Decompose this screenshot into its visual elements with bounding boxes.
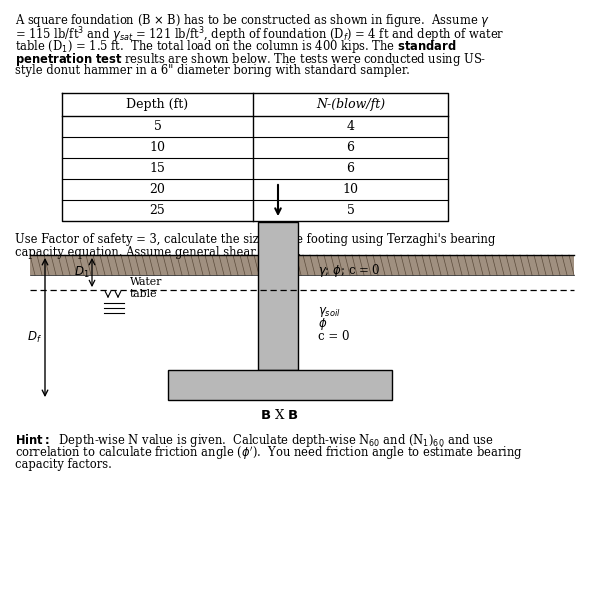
Text: 5: 5 — [153, 120, 161, 133]
Text: $\mathbf{Hint:}$  Depth-wise N value is given.  Calculate depth-wise N$_{60}$ an: $\mathbf{Hint:}$ Depth-wise N value is g… — [15, 432, 494, 449]
Text: $\gamma_{soil}$: $\gamma_{soil}$ — [318, 305, 341, 319]
Text: 20: 20 — [150, 183, 165, 196]
Text: 25: 25 — [150, 204, 165, 217]
Text: $\phi$: $\phi$ — [318, 316, 327, 332]
Text: 15: 15 — [150, 162, 165, 175]
Text: = 115 lb/ft$^3$ and $\gamma_{sat}$ = 121 lb/ft$^3$, depth of foundation (D$_f$) : = 115 lb/ft$^3$ and $\gamma_{sat}$ = 121… — [15, 25, 504, 45]
Text: capacity factors.: capacity factors. — [15, 458, 112, 471]
Text: $D_1$: $D_1$ — [74, 265, 90, 280]
Bar — [168, 370, 392, 400]
Text: 10: 10 — [150, 141, 165, 154]
Text: Water
table: Water table — [130, 277, 162, 299]
Text: style donut hammer in a 6" diameter boring with standard sampler.: style donut hammer in a 6" diameter bori… — [15, 64, 410, 77]
Text: $\mathbf{B}$ X $\mathbf{B}$: $\mathbf{B}$ X $\mathbf{B}$ — [260, 408, 300, 422]
Bar — [258, 222, 298, 370]
Text: 4: 4 — [347, 120, 355, 133]
Text: c = 0: c = 0 — [318, 329, 350, 342]
Text: correlation to calculate friction angle ($\phi'$).  You need friction angle to e: correlation to calculate friction angle … — [15, 445, 523, 462]
Text: $D_f$: $D_f$ — [27, 330, 42, 345]
Text: $\gamma$; $\phi$; c = 0: $\gamma$; $\phi$; c = 0 — [318, 262, 381, 279]
Text: Depth (ft): Depth (ft) — [126, 98, 188, 111]
Text: 6: 6 — [347, 141, 355, 154]
Text: Use Factor of safety = 3, calculate the size of the footing using Terzaghi's bea: Use Factor of safety = 3, calculate the … — [15, 233, 495, 246]
Text: N-(blow/ft): N-(blow/ft) — [316, 98, 385, 111]
Text: 6: 6 — [347, 162, 355, 175]
Bar — [30, 255, 574, 275]
Text: $\mathbf{penetration\ test}$ results are shown below. The tests were conducted u: $\mathbf{penetration\ test}$ results are… — [15, 51, 486, 68]
Text: table (D$_1$) = 1.5 ft.  The total load on the column is 400 kips. The $\mathbf{: table (D$_1$) = 1.5 ft. The total load o… — [15, 38, 457, 55]
Text: 5: 5 — [347, 204, 355, 217]
Text: A square foundation (B $\times$ B) has to be constructed as shown in figure.  As: A square foundation (B $\times$ B) has t… — [15, 12, 490, 29]
Text: capacity equation. Assume general shear failure.: capacity equation. Assume general shear … — [15, 246, 301, 259]
Text: 10: 10 — [342, 183, 359, 196]
